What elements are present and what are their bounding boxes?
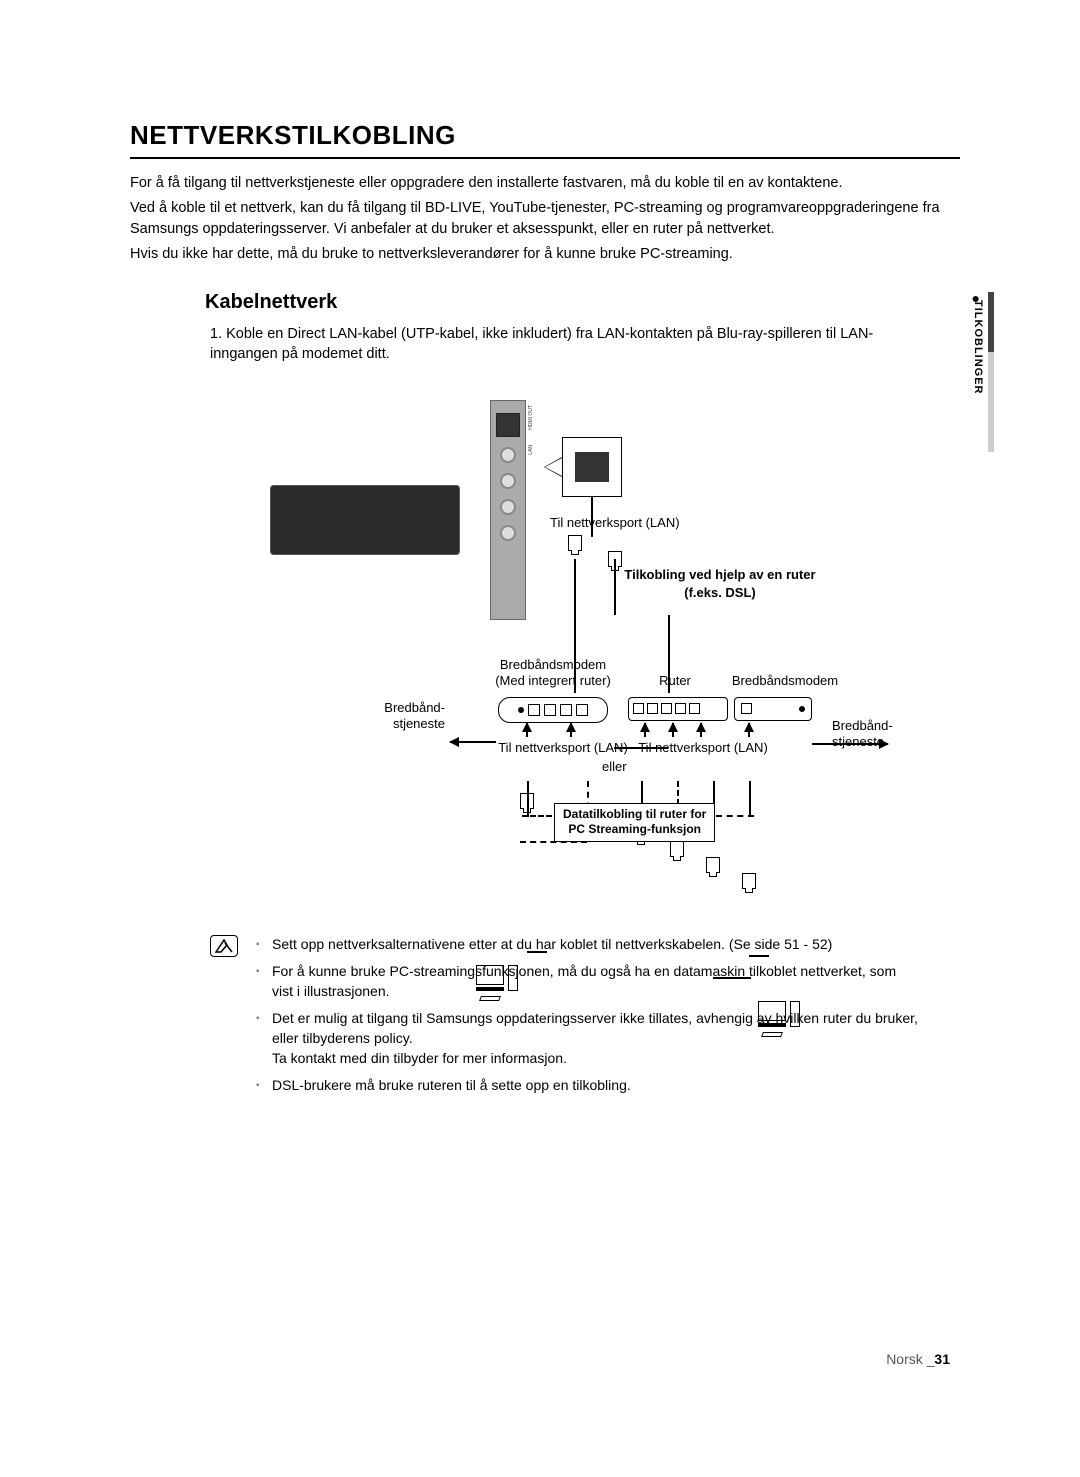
note-item-2: For å kunne bruke PC-streamingsfunksjone… bbox=[256, 962, 920, 1001]
connector-line bbox=[614, 747, 668, 749]
note-item-3: Det er mulig at tilgang til Samsungs opp… bbox=[256, 1009, 920, 1068]
router-title: Tilkobling ved hjelp av en ruter bbox=[605, 567, 835, 582]
arrow-up-icon bbox=[570, 723, 572, 737]
service-right-2: stjeneste bbox=[832, 734, 912, 749]
tab-label: TILKOBLINGER bbox=[972, 300, 984, 395]
footer-page: 31 bbox=[934, 1351, 950, 1367]
modem-router-icon bbox=[498, 697, 608, 723]
router-label: Ruter bbox=[645, 673, 705, 688]
dash-line bbox=[522, 815, 552, 817]
arrow-up-icon bbox=[748, 723, 750, 737]
or-label: eller bbox=[602, 759, 627, 774]
callout-triangle-icon bbox=[544, 457, 562, 477]
arrow-up-icon bbox=[672, 723, 674, 737]
round-port-icon bbox=[500, 499, 516, 515]
connector-line bbox=[749, 955, 769, 957]
intro-p3: Hvis du ikke har dette, må du bruke to n… bbox=[130, 244, 960, 265]
intro-block: For å få tilgang til nettverkstjeneste e… bbox=[130, 173, 960, 265]
rj45-icon bbox=[742, 873, 756, 889]
connector-line bbox=[574, 559, 576, 693]
connector-line bbox=[614, 559, 616, 615]
service-left-1: Bredbånd- bbox=[365, 700, 445, 715]
notes-block: Sett opp nettverksalternativene etter at… bbox=[210, 935, 920, 1104]
player-port-strip-icon bbox=[490, 400, 526, 620]
rj45-icon bbox=[670, 841, 684, 857]
note-item-4: DSL-brukere må bruke ruteren til å sette… bbox=[256, 1076, 920, 1096]
bluray-player-icon bbox=[270, 485, 460, 555]
modem-label: Bredbåndsmodem bbox=[720, 673, 850, 688]
pc-streaming-box: Datatilkobling til ruter for PC Streamin… bbox=[554, 803, 715, 842]
rj45-icon bbox=[568, 535, 582, 551]
arrow-up-icon bbox=[644, 723, 646, 737]
tab-indicator-active bbox=[988, 292, 994, 352]
dash-line bbox=[716, 815, 754, 817]
section-tab: ● TILKOBLINGER bbox=[970, 292, 994, 452]
data-box-line2: PC Streaming-funksjon bbox=[563, 822, 706, 838]
lan-port-icon bbox=[496, 413, 520, 437]
step-1: 1. Koble en Direct LAN-kabel (UTP-kabel,… bbox=[210, 324, 900, 365]
arrow-up-icon bbox=[700, 723, 702, 737]
port-label-lan: LAN bbox=[528, 445, 534, 455]
connector-line bbox=[527, 781, 529, 817]
connector-line bbox=[668, 615, 670, 693]
network-diagram: HDMI OUT LAN Til nettverksport (LAN) Til… bbox=[210, 395, 960, 895]
arrow-right-icon bbox=[812, 743, 888, 745]
footer-lang: Norsk _ bbox=[886, 1351, 934, 1367]
note-3b: Ta kontakt med din tilbyder for mer info… bbox=[272, 1050, 567, 1066]
note-icon bbox=[210, 935, 238, 957]
connector-line bbox=[749, 781, 751, 817]
modem-integrated-label-2: (Med integrert ruter) bbox=[478, 673, 628, 688]
modem-integrated-label-1: Bredbåndsmodem bbox=[478, 657, 628, 672]
note-3a: Det er mulig at tilgang til Samsungs opp… bbox=[272, 1010, 918, 1046]
page-heading: NETTVERKSTILKOBLING bbox=[130, 120, 960, 159]
data-box-line1: Datatilkobling til ruter for bbox=[563, 807, 706, 823]
router-title-sub: (f.eks. DSL) bbox=[605, 585, 835, 600]
round-port-icon bbox=[500, 473, 516, 489]
sub-heading: Kabelnettverk bbox=[205, 291, 960, 314]
lan-port-zoom-icon bbox=[562, 437, 622, 497]
arrow-up-icon bbox=[526, 723, 528, 737]
tab-indicator-inactive bbox=[988, 352, 994, 452]
service-right-1: Bredbånd- bbox=[832, 718, 912, 733]
intro-p1: For å få tilgang til nettverkstjeneste e… bbox=[130, 173, 960, 194]
rj45-icon bbox=[706, 857, 720, 873]
round-port-icon bbox=[500, 447, 516, 463]
port-label-hdmi: HDMI OUT bbox=[528, 405, 534, 430]
intro-p2: Ved å koble til et nettverk, kan du få t… bbox=[130, 198, 960, 240]
round-port-icon bbox=[500, 525, 516, 541]
lan-port-label: Til nettverksport (LAN) bbox=[550, 515, 730, 530]
modem-icon bbox=[734, 697, 812, 721]
router-icon bbox=[628, 697, 728, 721]
note-item-1: Sett opp nettverksalternativene etter at… bbox=[256, 935, 920, 955]
service-left-2: stjeneste bbox=[365, 716, 445, 731]
dash-line bbox=[677, 781, 679, 805]
page-footer: Norsk _31 bbox=[886, 1351, 950, 1367]
